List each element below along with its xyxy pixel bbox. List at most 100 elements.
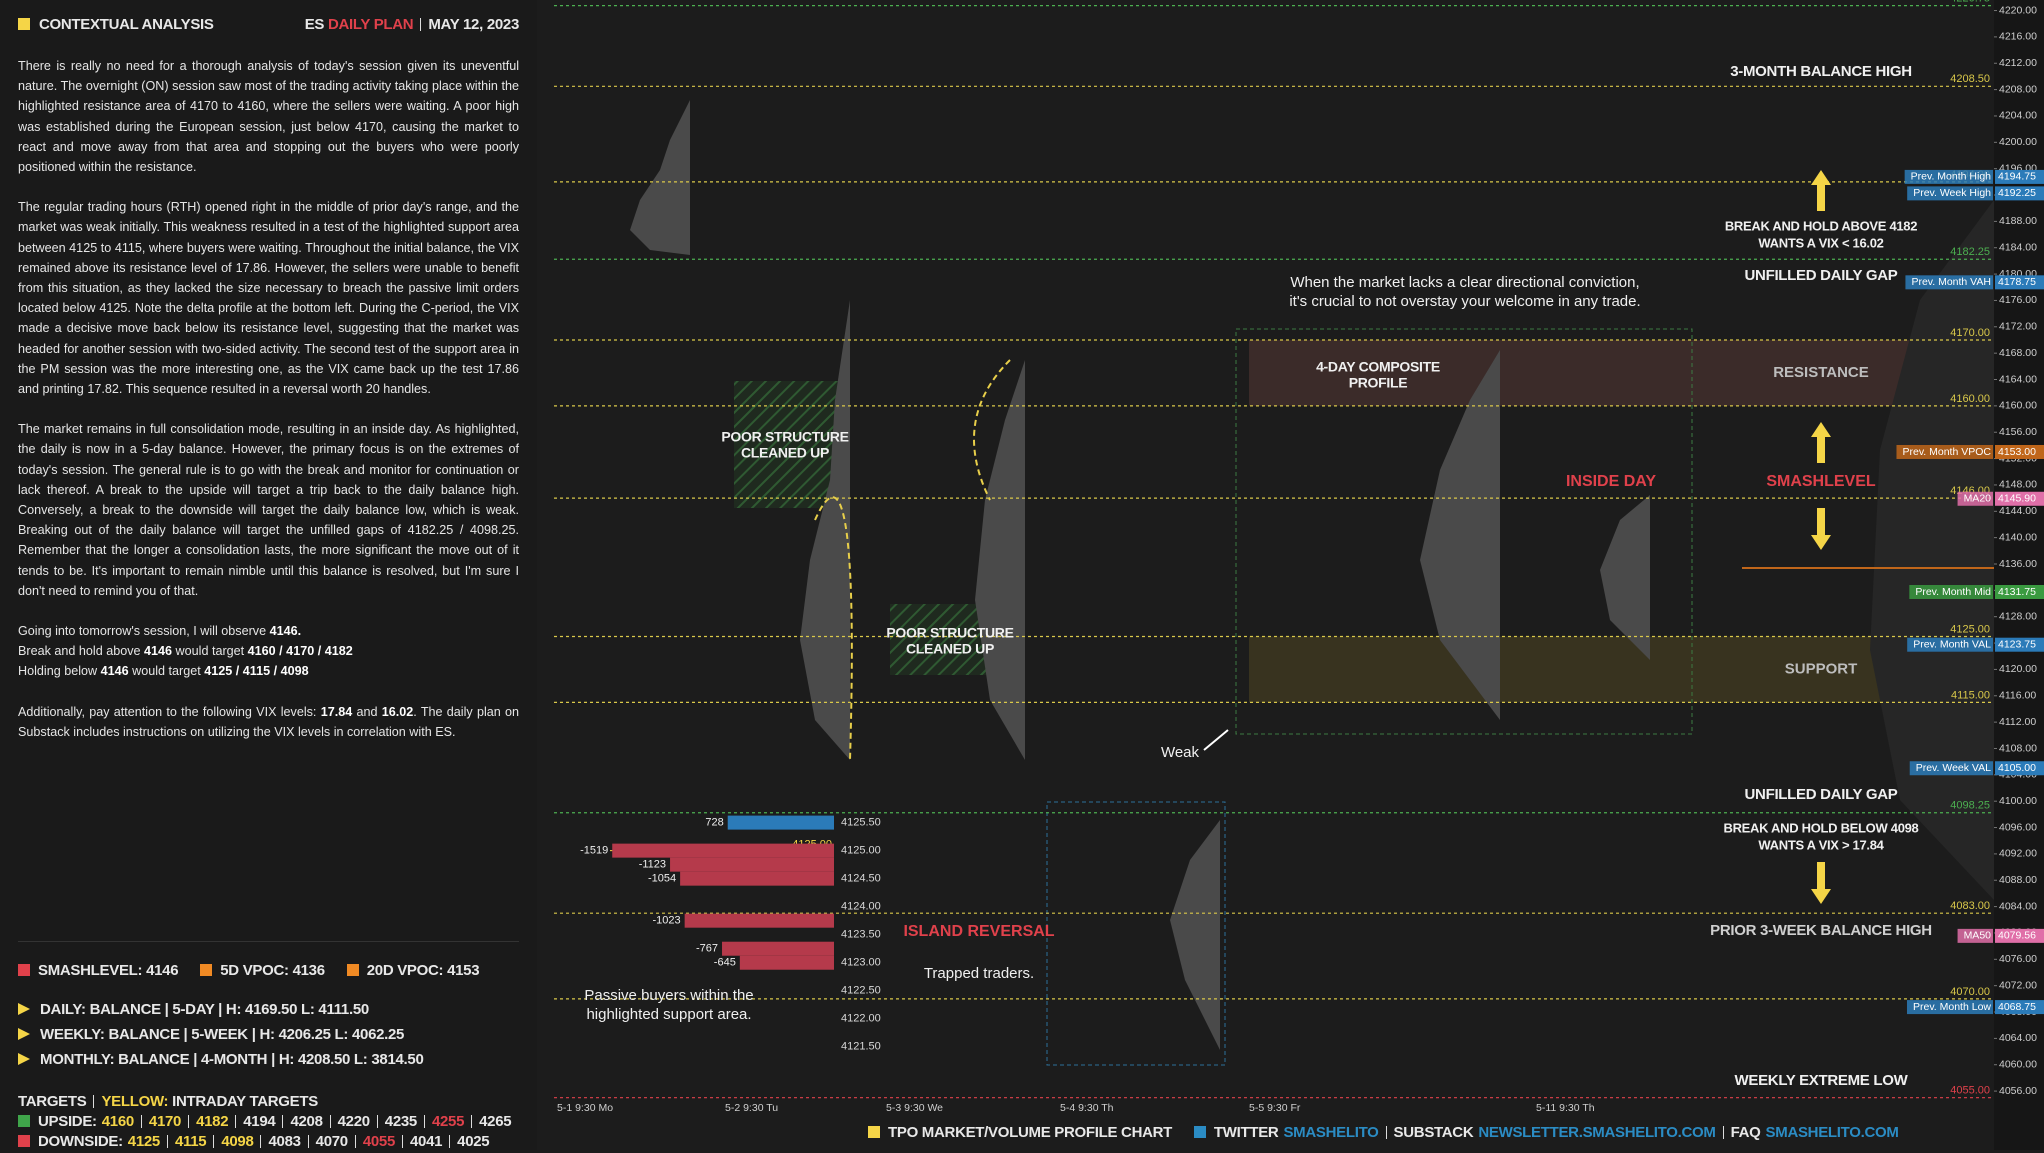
- levels: 4220.754208.504194.004182.254170.004160.…: [554, 0, 1994, 1099]
- tag-value: 4131.75: [1998, 586, 2036, 598]
- delta-tick-label: 4122.00: [841, 1013, 881, 1025]
- separator: [140, 1115, 142, 1128]
- y-tick-label: 4116.00: [1999, 690, 2036, 702]
- target: 4070: [315, 1133, 348, 1150]
- target: 4220: [337, 1113, 370, 1130]
- poor-structure-box: [734, 381, 838, 508]
- targets: TARGETS YELLOW: INTRADAY TARGETS UPSIDE: 4…: [18, 1093, 512, 1153]
- text: and: [352, 704, 382, 719]
- tag-value-box: [1995, 186, 2044, 201]
- tag-name: Prev. Month Mid: [1915, 586, 1991, 598]
- annotation: POOR STRUCTURE: [886, 625, 1013, 641]
- targets-header: TARGETS YELLOW: INTRADAY TARGETS: [18, 1093, 511, 1113]
- footer-handle[interactable]: SMASHELITO: [1283, 1124, 1379, 1141]
- profile-shape: [1170, 820, 1220, 1050]
- separator: [354, 1135, 356, 1148]
- delta-tick-label: 4124.50: [841, 873, 881, 885]
- date: MAY 12, 2023: [428, 16, 519, 33]
- separator: [260, 1135, 262, 1148]
- pointer: [1203, 729, 1229, 751]
- note: highlighted support area.: [586, 1006, 751, 1023]
- annotation: WANTS A VIX < 16.02: [1758, 235, 1883, 250]
- delta-bar: [680, 871, 834, 886]
- swatch: [18, 1135, 30, 1147]
- target: 4025: [457, 1133, 490, 1150]
- y-tick-label: 4160.00: [1999, 400, 2037, 412]
- annotation: WANTS A VIX > 17.84: [1758, 837, 1884, 852]
- level-label: 4115.00: [1951, 689, 1990, 701]
- profile-shape: [1600, 495, 1650, 660]
- x-tick-label: 5-4 9:30 Th: [1060, 1102, 1114, 1114]
- annotation: 4-DAY COMPOSITE: [1316, 359, 1440, 375]
- y-tick-label: 4156.00: [1999, 426, 2037, 438]
- tag-name-box: [1907, 186, 1993, 201]
- y-tick-label: 4076.00: [1999, 953, 2037, 965]
- line: There is really no need for a thorough a…: [18, 56, 519, 177]
- annotation: SMASHLEVEL: [1766, 473, 1876, 490]
- footer-substack: SUBSTACK: [1393, 1124, 1474, 1141]
- profile-shape: [1420, 350, 1500, 720]
- footer-link[interactable]: SMASHELITO.COM: [1765, 1124, 1899, 1141]
- y-tick-label: 4144.00: [1999, 505, 2037, 517]
- tag-value-box: [1995, 584, 2044, 599]
- tag-value: 4123.75: [1998, 638, 2036, 650]
- tag-value-box: [1995, 169, 2044, 184]
- text: Holding below: [18, 664, 101, 679]
- level-label: 4070.00: [1950, 986, 1990, 998]
- targets-title: TARGETS: [18, 1093, 87, 1110]
- tag-name-box: [1909, 584, 1993, 599]
- separator: [166, 1135, 168, 1148]
- paragraph: The market remains in full consolidation…: [18, 419, 519, 601]
- arrow-down: [1811, 862, 1831, 904]
- tag-name-box: [1906, 1000, 1993, 1015]
- chart-background: [537, 0, 2044, 1150]
- target: 4255: [431, 1113, 465, 1130]
- separator: [402, 1135, 403, 1148]
- annotation: ISLAND REVERSAL: [903, 923, 1054, 940]
- delta-bar: [670, 857, 834, 872]
- swatch: [346, 964, 359, 976]
- y-tick-label: 4088.00: [1999, 874, 2037, 886]
- note: When the market lacks a clear directiona…: [1290, 274, 1639, 291]
- y-tick-label: 4216.00: [1999, 31, 2037, 43]
- footer-label: TPO MARKET/VOLUME PROFILE CHART: [888, 1124, 1173, 1141]
- annotation: BREAK AND HOLD BELOW 4098: [1724, 820, 1919, 835]
- delta-value-label: 728: [705, 817, 723, 829]
- stat: MONTHLY: BALANCE | 4-MONTH | H: 4208.50 …: [18, 1051, 511, 1071]
- annotation: PRIOR 3-WEEK BALANCE HIGH: [1710, 922, 1932, 939]
- note: Passive buyers within the: [584, 987, 753, 1004]
- key-level-label: 20D VPOC: 4153: [366, 962, 480, 979]
- line: Break and hold above 4146 would target 4…: [18, 641, 519, 661]
- target: 4041: [410, 1133, 443, 1150]
- footer-link[interactable]: NEWSLETTER.SMASHELITO.COM: [1478, 1124, 1716, 1141]
- y-tick-label: 4084.00: [1999, 900, 2037, 912]
- tag-name: Prev. Month VAH: [1911, 276, 1991, 288]
- y-tick-label: 4056.00: [1999, 1085, 2037, 1097]
- tag-name-box: [1905, 275, 1993, 290]
- y-tick-label: 4072.00: [1999, 979, 2037, 991]
- y-tick-label: 4212.00: [1999, 57, 2037, 69]
- line: Holding below 4146 would target 4125 / 4…: [18, 661, 519, 681]
- level-label: 4055.00: [1950, 1085, 1990, 1097]
- zone: [1249, 339, 1994, 406]
- tag-value-box: [1995, 1000, 2044, 1015]
- y-tick-label: 4064.00: [1999, 1032, 2037, 1044]
- y-tick-label: 4128.00: [1999, 610, 2037, 622]
- annotation: UNFILLED DAILY GAP: [1745, 267, 1898, 284]
- annotation: CLEANED UP: [906, 641, 994, 657]
- level-label: 4083.00: [1950, 900, 1990, 912]
- y-tick-label: 4148.00: [1999, 479, 2037, 491]
- delta-bar: [739, 955, 834, 970]
- target: 4235: [384, 1113, 417, 1130]
- delta-value-label: -767: [696, 943, 718, 955]
- delta-value-label: -1123: [639, 859, 666, 871]
- note: Weak: [1161, 744, 1200, 761]
- composite-box: [1235, 328, 1693, 735]
- delta-value-label: -1054: [648, 873, 676, 885]
- zones: RESISTANCE SUPPORT: [1249, 339, 1994, 703]
- paragraph: There is really no need for a thorough a…: [18, 56, 519, 177]
- header-right: ES DAILY PLAN MAY 12, 2023: [305, 16, 520, 33]
- target: 4125: [127, 1133, 160, 1150]
- text: Additionally, pay attention to the follo…: [18, 704, 321, 719]
